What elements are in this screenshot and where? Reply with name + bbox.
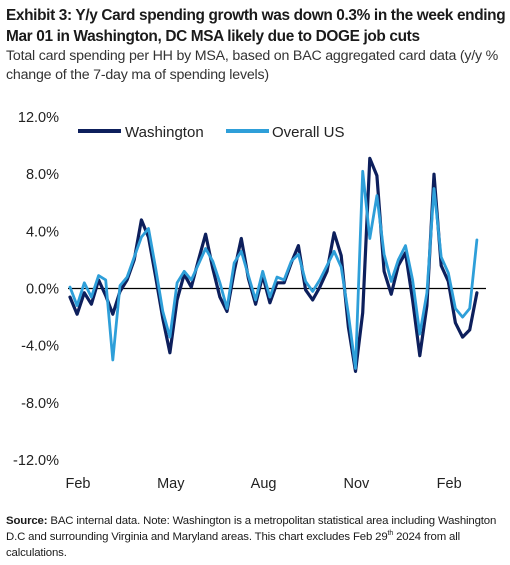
chart-title: Exhibit 3: Y/y Card spending growth was … bbox=[6, 7, 506, 45]
x-axis: Feb May Aug Nov Feb bbox=[66, 476, 462, 492]
y-tick-label: -8.0% bbox=[21, 396, 59, 412]
x-tick-label: Nov bbox=[343, 476, 370, 492]
source-text: BAC internal data. Note: Washington is a… bbox=[6, 515, 497, 543]
y-tick-label: -12.0% bbox=[13, 453, 59, 469]
x-tick-label: May bbox=[157, 476, 185, 492]
legend-label: Washington bbox=[125, 124, 204, 141]
y-tick-label: 4.0% bbox=[26, 224, 59, 240]
y-tick-label: 0.0% bbox=[26, 282, 59, 298]
line-chart: 12.0% 8.0% 4.0% 0.0% -4.0% -8.0% -12.0% Feb May… bbox=[13, 110, 486, 492]
y-tick-label: 8.0% bbox=[26, 167, 59, 183]
source-label: Source: bbox=[6, 515, 48, 527]
series-line-washington bbox=[68, 156, 479, 373]
source-text-end: 2024 from all calculations. bbox=[6, 531, 460, 559]
series-layer bbox=[68, 156, 479, 373]
x-tick-label: Aug bbox=[251, 476, 277, 492]
x-tick-label: Feb bbox=[66, 476, 91, 492]
y-tick-label: 12.0% bbox=[18, 110, 59, 126]
x-tick-label: Feb bbox=[437, 476, 462, 492]
source-sup: th bbox=[387, 530, 394, 538]
y-tick-label: -4.0% bbox=[21, 339, 59, 355]
legend: Washington Overall US bbox=[78, 124, 345, 141]
source-note: Source: BAC internal data. Note: Washing… bbox=[6, 513, 506, 561]
chart-subtitle: Total card spending per HH by MSA, based… bbox=[6, 48, 499, 83]
legend-label: Overall US bbox=[272, 124, 345, 141]
y-axis: 12.0% 8.0% 4.0% 0.0% -4.0% -8.0% -12.0% bbox=[13, 110, 59, 469]
series-line-overall-us bbox=[68, 169, 479, 370]
